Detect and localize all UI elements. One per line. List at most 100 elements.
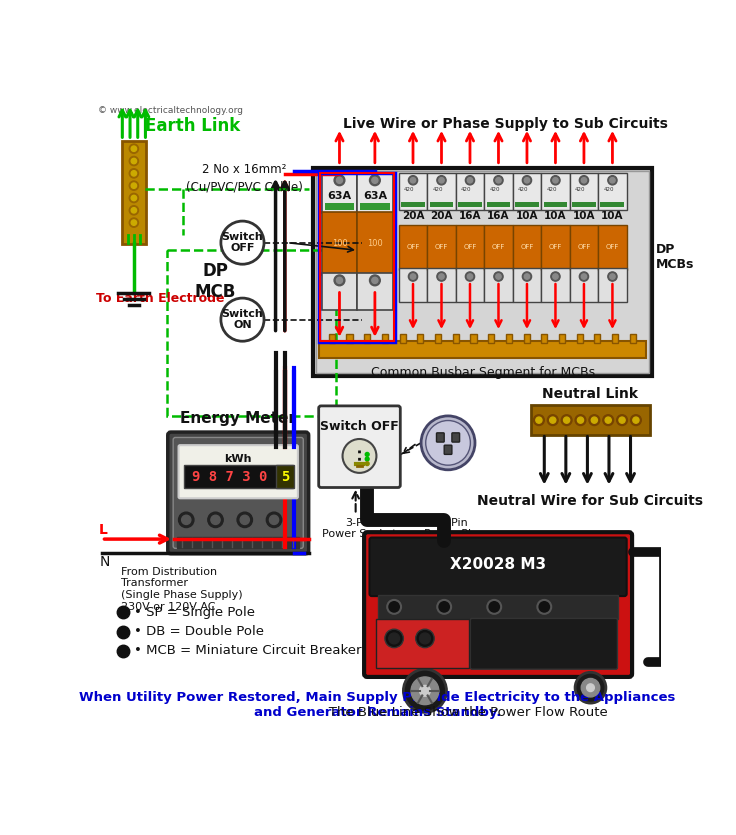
FancyBboxPatch shape [347, 333, 353, 342]
Text: 100: 100 [332, 239, 347, 248]
Text: DP
MCBs: DP MCBs [656, 242, 694, 271]
Circle shape [579, 272, 589, 281]
Circle shape [467, 178, 473, 183]
FancyBboxPatch shape [428, 225, 456, 270]
Text: Switch
ON: Switch ON [222, 309, 263, 331]
Circle shape [385, 630, 403, 648]
FancyBboxPatch shape [400, 333, 406, 342]
FancyBboxPatch shape [364, 333, 370, 342]
FancyBboxPatch shape [470, 619, 618, 669]
FancyBboxPatch shape [543, 202, 567, 207]
Text: OFF: OFF [406, 245, 420, 250]
FancyBboxPatch shape [360, 204, 389, 210]
Circle shape [439, 178, 445, 183]
Text: OFF: OFF [577, 245, 590, 250]
Text: 420: 420 [404, 187, 414, 192]
Circle shape [130, 205, 138, 215]
Text: 9 8 7 3 0 4: 9 8 7 3 0 4 [192, 470, 284, 483]
Text: Energy Meter: Energy Meter [180, 411, 296, 426]
FancyBboxPatch shape [430, 202, 453, 207]
FancyBboxPatch shape [456, 174, 484, 210]
Circle shape [496, 178, 501, 183]
Circle shape [631, 415, 641, 426]
FancyBboxPatch shape [316, 171, 649, 372]
Circle shape [131, 220, 137, 225]
Text: The Blue Line Show the Power Flow Route: The Blue Line Show the Power Flow Route [146, 706, 608, 719]
Circle shape [369, 275, 381, 286]
Circle shape [591, 417, 598, 423]
FancyBboxPatch shape [275, 465, 294, 488]
FancyBboxPatch shape [456, 225, 484, 270]
Circle shape [130, 156, 138, 165]
FancyBboxPatch shape [375, 620, 469, 669]
FancyBboxPatch shape [484, 174, 513, 210]
Circle shape [266, 512, 282, 528]
Text: 16A: 16A [487, 211, 510, 221]
Text: 10A: 10A [516, 211, 538, 221]
FancyBboxPatch shape [576, 333, 583, 342]
Text: 10A: 10A [573, 211, 595, 221]
Circle shape [581, 274, 587, 279]
FancyBboxPatch shape [168, 432, 308, 554]
FancyBboxPatch shape [598, 268, 626, 302]
Circle shape [537, 600, 551, 614]
Text: OFF: OFF [549, 245, 562, 250]
Circle shape [130, 169, 138, 178]
FancyBboxPatch shape [445, 445, 452, 454]
FancyBboxPatch shape [357, 273, 392, 310]
Circle shape [416, 630, 434, 648]
Circle shape [550, 417, 556, 423]
FancyBboxPatch shape [322, 174, 357, 214]
Text: OFF: OFF [463, 245, 477, 250]
Circle shape [365, 462, 369, 466]
Circle shape [410, 274, 416, 279]
Circle shape [524, 274, 530, 279]
FancyBboxPatch shape [572, 202, 596, 207]
Circle shape [465, 272, 475, 281]
Text: 2 No x 16mm²
(Cu/PVC/PVC Cable): 2 No x 16mm² (Cu/PVC/PVC Cable) [185, 164, 302, 194]
Text: When Utility Power Restored, Main Supply Provide Electricity to the Appliances: When Utility Power Restored, Main Supply… [79, 691, 676, 704]
FancyBboxPatch shape [322, 273, 357, 310]
Circle shape [365, 457, 369, 461]
Circle shape [437, 175, 446, 185]
Text: N: N [99, 555, 110, 569]
Circle shape [182, 515, 191, 524]
Circle shape [581, 679, 600, 697]
FancyBboxPatch shape [184, 465, 292, 488]
Text: 420: 420 [604, 187, 614, 192]
Circle shape [437, 600, 451, 614]
Text: 3-Pin
Power Plug: 3-Pin Power Plug [423, 518, 485, 539]
FancyBboxPatch shape [417, 333, 423, 342]
Text: 5: 5 [280, 470, 289, 483]
FancyBboxPatch shape [322, 212, 357, 275]
FancyBboxPatch shape [314, 168, 652, 376]
FancyBboxPatch shape [357, 212, 392, 275]
FancyBboxPatch shape [179, 445, 298, 498]
Text: OFF: OFF [492, 245, 505, 250]
Text: OFF: OFF [520, 245, 534, 250]
FancyBboxPatch shape [177, 537, 300, 548]
Circle shape [369, 175, 381, 185]
FancyBboxPatch shape [458, 202, 482, 207]
FancyBboxPatch shape [612, 333, 618, 342]
Circle shape [465, 175, 475, 185]
Circle shape [589, 415, 600, 426]
Text: Switch
OFF: Switch OFF [222, 232, 263, 254]
FancyBboxPatch shape [319, 406, 400, 488]
Text: kWh: kWh [224, 454, 252, 464]
Circle shape [575, 415, 586, 426]
Text: Neutral Wire for Sub Circuits: Neutral Wire for Sub Circuits [478, 493, 704, 508]
Circle shape [603, 415, 614, 426]
Circle shape [221, 298, 264, 342]
FancyBboxPatch shape [513, 225, 541, 270]
FancyBboxPatch shape [541, 268, 570, 302]
Circle shape [334, 175, 345, 185]
Circle shape [389, 633, 400, 644]
Circle shape [609, 274, 615, 279]
FancyBboxPatch shape [319, 342, 646, 358]
FancyBboxPatch shape [598, 174, 626, 210]
FancyBboxPatch shape [399, 225, 428, 270]
Text: Switch OFF: Switch OFF [320, 420, 399, 433]
Circle shape [633, 417, 639, 423]
Circle shape [608, 272, 617, 281]
